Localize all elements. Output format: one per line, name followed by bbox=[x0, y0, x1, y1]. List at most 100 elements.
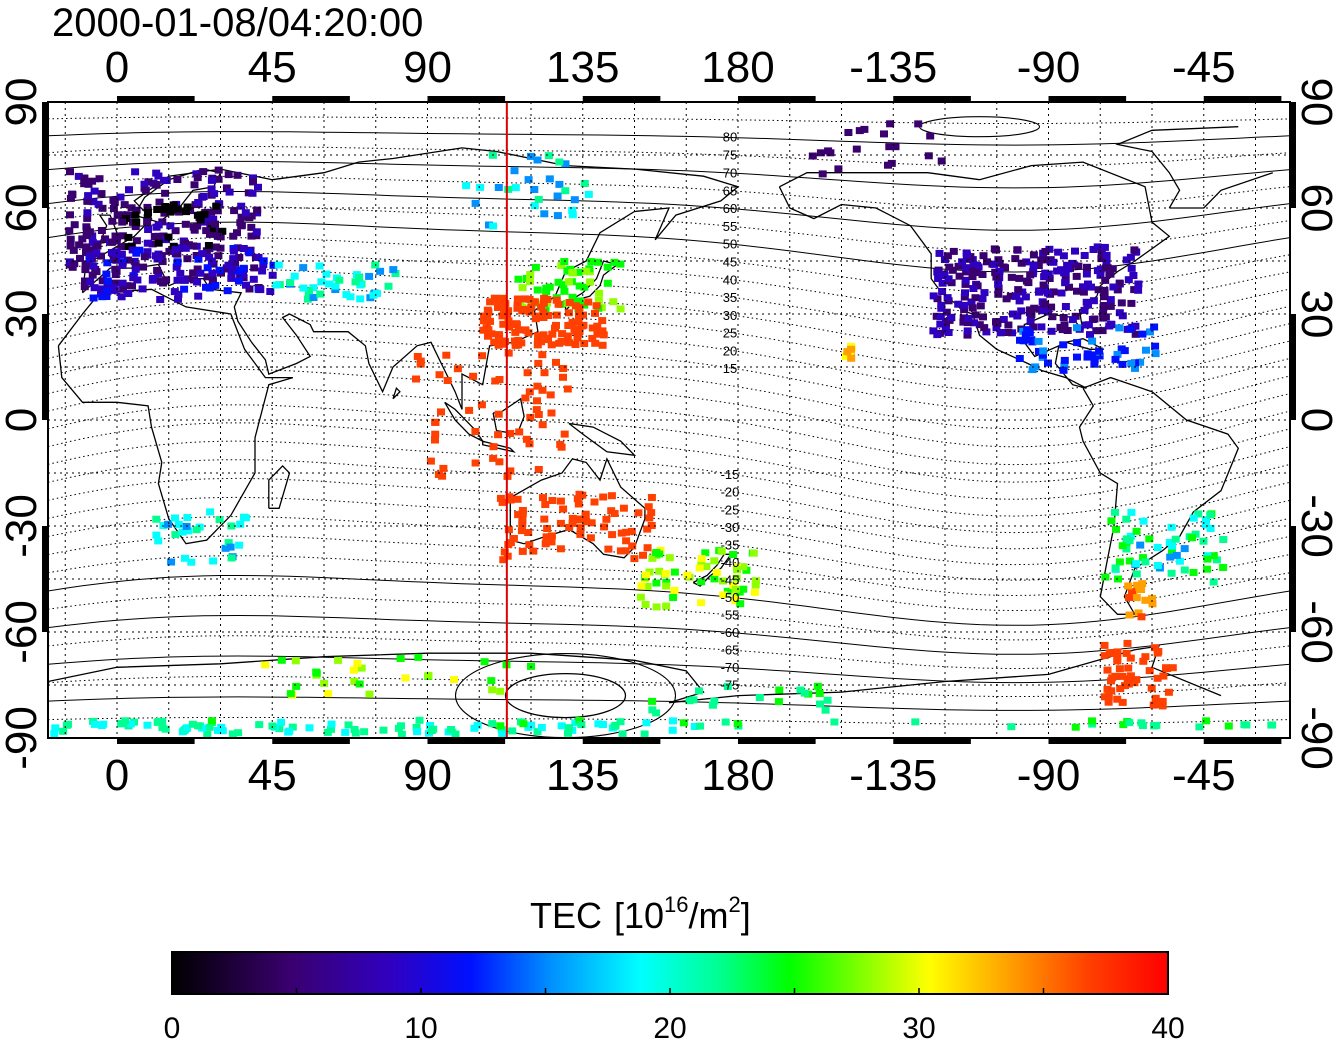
mlat-contour bbox=[48, 676, 1290, 697]
tec-cell bbox=[1073, 339, 1082, 347]
tec-cell bbox=[389, 266, 398, 274]
top-lon-tick-label: 45 bbox=[248, 43, 297, 92]
tec-cell bbox=[1034, 337, 1043, 345]
tec-cell bbox=[208, 274, 217, 282]
tec-cell bbox=[547, 341, 556, 349]
tec-cell bbox=[1168, 664, 1177, 672]
tec-cell bbox=[616, 718, 625, 726]
tec-cell bbox=[533, 397, 541, 405]
tec-cell bbox=[608, 531, 617, 539]
tec-cell bbox=[202, 227, 211, 235]
tec-cell bbox=[223, 287, 232, 295]
tec-cell bbox=[1152, 721, 1161, 729]
tec-cell bbox=[1071, 247, 1079, 255]
tec-cell bbox=[431, 436, 439, 444]
tec-cell bbox=[162, 177, 171, 184]
tec-cell bbox=[1131, 322, 1140, 330]
tec-cell bbox=[648, 554, 657, 562]
tec-cell bbox=[575, 304, 584, 312]
frame-tick-bar bbox=[427, 738, 506, 744]
tec-cell bbox=[556, 519, 565, 527]
tec-cell bbox=[82, 249, 90, 257]
tec-cell bbox=[152, 531, 161, 539]
tec-cell bbox=[154, 221, 163, 229]
tec-cell bbox=[154, 270, 163, 278]
tec-cell bbox=[156, 296, 165, 303]
tec-cell bbox=[84, 192, 93, 200]
tec-cell bbox=[489, 443, 498, 451]
tec-cell bbox=[1049, 288, 1058, 296]
tec-cell bbox=[125, 186, 133, 194]
tec-cell bbox=[241, 514, 250, 522]
tec-cell bbox=[568, 206, 577, 214]
tec-cell bbox=[571, 719, 580, 727]
bottom-lon-tick-label: 45 bbox=[248, 751, 297, 800]
tec-cell bbox=[92, 249, 101, 257]
tec-cell bbox=[990, 260, 999, 268]
tec-cell bbox=[975, 321, 984, 329]
tec-cell bbox=[1071, 723, 1080, 731]
tec-cell bbox=[594, 296, 603, 304]
tec-cell bbox=[1038, 351, 1047, 359]
frame-tick-bar bbox=[1203, 96, 1282, 102]
tec-cell bbox=[1073, 287, 1081, 295]
tec-cell bbox=[531, 263, 540, 271]
top-lon-tick-label: -90 bbox=[1017, 43, 1081, 92]
tec-cell bbox=[1007, 273, 1016, 281]
tec-cell bbox=[258, 267, 267, 275]
tec-cell bbox=[477, 401, 486, 409]
tec-cell bbox=[1127, 508, 1136, 516]
tec-cell bbox=[955, 272, 964, 280]
tec-cell bbox=[979, 252, 988, 260]
tec-cell bbox=[253, 206, 262, 214]
tec-cell bbox=[1059, 341, 1068, 349]
tec-cell bbox=[1171, 535, 1180, 543]
tec-cell bbox=[108, 217, 117, 225]
tec-cell bbox=[1053, 267, 1062, 275]
bottom-lon-tick-label: -135 bbox=[849, 751, 937, 800]
tec-cell bbox=[591, 339, 600, 347]
tec-cell bbox=[1029, 261, 1038, 269]
tec-cell bbox=[545, 283, 554, 291]
tec-cell bbox=[557, 262, 566, 270]
tec-cell bbox=[573, 516, 582, 524]
tec-cell bbox=[438, 472, 447, 480]
tec-cell bbox=[1136, 358, 1145, 366]
tec-cell bbox=[587, 519, 596, 527]
tec-cell bbox=[591, 309, 599, 317]
tec-cell bbox=[1044, 359, 1052, 367]
tec-cell bbox=[701, 549, 710, 557]
contour-label: 80 bbox=[723, 130, 737, 145]
frame-tick-bar bbox=[1290, 102, 1296, 208]
tec-cell bbox=[489, 454, 498, 462]
tec-cell bbox=[471, 459, 480, 467]
tec-cell bbox=[309, 284, 318, 292]
tec-cell bbox=[118, 279, 127, 287]
frame-tick-bar bbox=[582, 738, 661, 744]
tec-cell bbox=[233, 171, 242, 179]
tec-cell bbox=[437, 408, 445, 416]
tec-cell bbox=[199, 168, 208, 176]
tec-cell bbox=[1209, 578, 1218, 586]
figure-title: 2000-01-08/04:20:00 bbox=[52, 1, 423, 45]
tec-cell bbox=[173, 250, 182, 258]
tec-cell bbox=[69, 246, 78, 254]
contour-label: -45 bbox=[721, 573, 740, 588]
tec-cell bbox=[1219, 564, 1228, 571]
tec-cell bbox=[413, 353, 422, 360]
tec-cell bbox=[1073, 324, 1081, 332]
tec-cell bbox=[1100, 243, 1109, 251]
tec-cell bbox=[750, 588, 759, 596]
tec-cell bbox=[683, 571, 692, 579]
tec-cell bbox=[1029, 251, 1038, 259]
tec-cell bbox=[1012, 292, 1021, 300]
tec-cell bbox=[800, 689, 809, 697]
tec-cell bbox=[234, 277, 243, 285]
right-lat-tick-label: 90 bbox=[1292, 78, 1340, 127]
tec-cell bbox=[356, 295, 365, 303]
tec-cell bbox=[1167, 569, 1176, 577]
tec-cell bbox=[1061, 279, 1070, 287]
tec-cell bbox=[1025, 306, 1034, 314]
tec-cell bbox=[153, 266, 162, 274]
contour-label: -70 bbox=[721, 660, 740, 675]
